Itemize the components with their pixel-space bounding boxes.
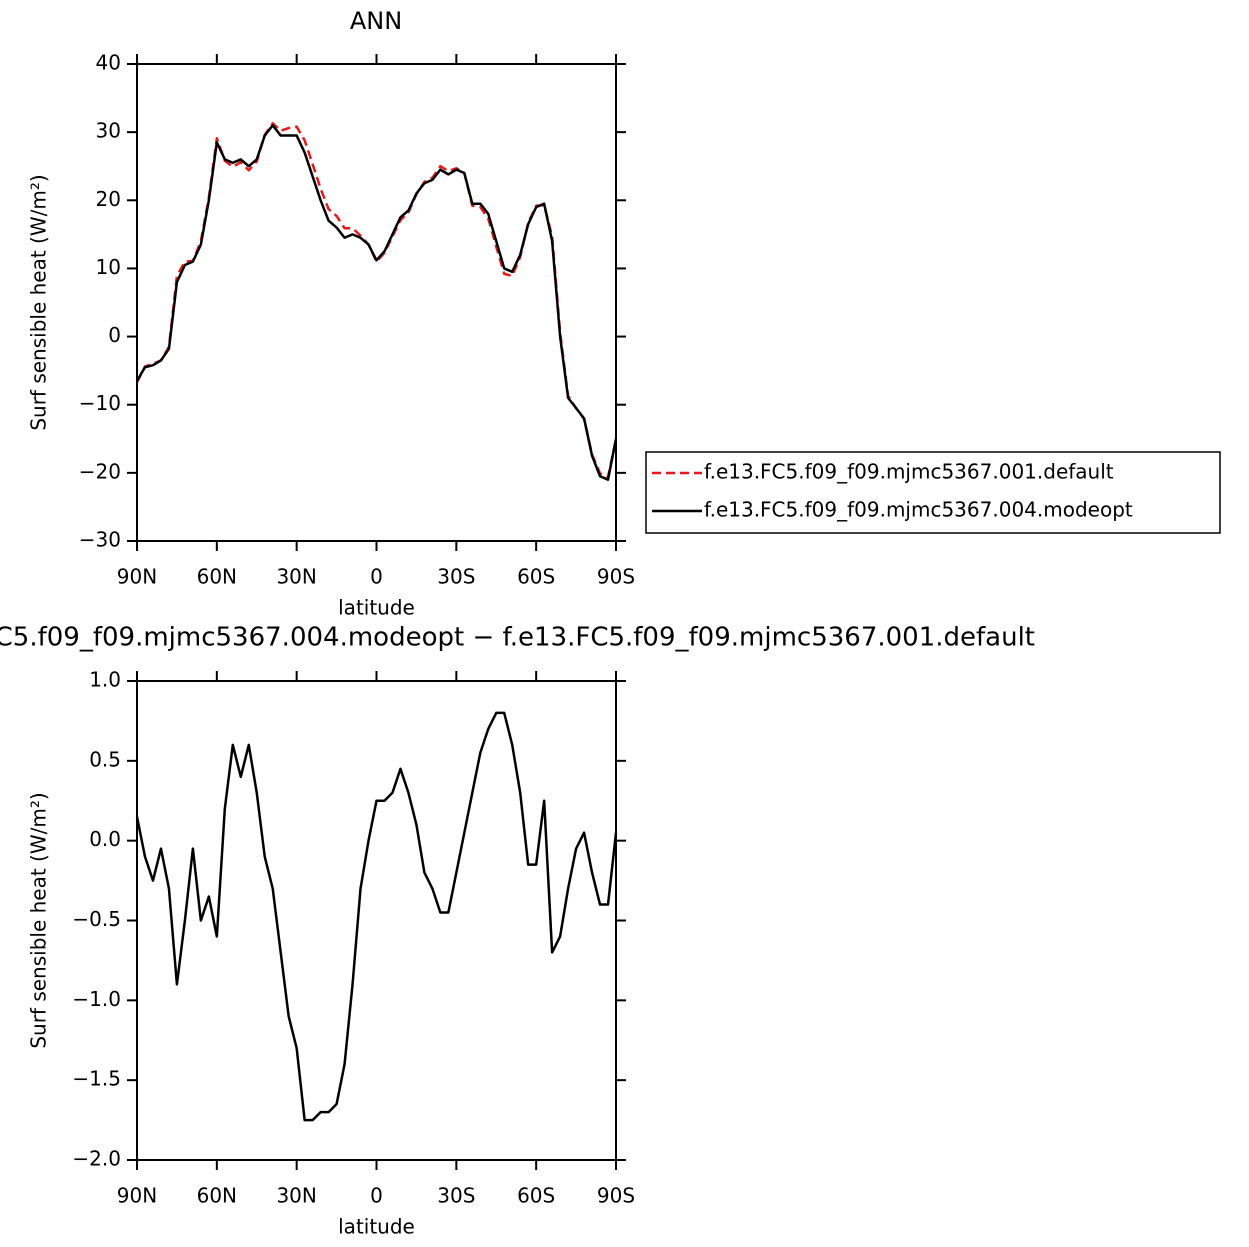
y-tick-label: −20: [79, 459, 121, 483]
y-tick-label: −30: [79, 528, 121, 552]
y-tick-label: 1.0: [89, 668, 121, 692]
y-tick-label: −0.5: [72, 907, 121, 931]
y-axis-label: Surf sensible heat (W/m²): [27, 792, 51, 1048]
y-axis-label: Surf sensible heat (W/m²): [27, 174, 51, 430]
y-tick-label: −1.0: [72, 987, 121, 1011]
x-tick-label: 30N: [276, 1184, 316, 1208]
x-tick-label: 90N: [117, 565, 157, 589]
y-tick-label: 30: [96, 119, 121, 143]
y-tick-label: 10: [96, 255, 121, 279]
x-tick-label: 30S: [437, 565, 475, 589]
y-tick-label: −2.0: [72, 1147, 121, 1171]
x-tick-label: 0: [370, 1184, 383, 1208]
chart-title: f.e13.FC5.f09_f09.mjmc5367.004.modeopt −…: [0, 623, 1035, 653]
x-axis-label: latitude: [338, 596, 415, 620]
legend-label: f.e13.FC5.f09_f09.mjmc5367.001.default: [704, 460, 1114, 484]
legend-box: [645, 451, 1221, 534]
x-axis-label: latitude: [338, 1215, 415, 1239]
x-tick-label: 90S: [597, 1184, 635, 1208]
data-line: [135, 711, 618, 1122]
y-tick-label: 0: [108, 323, 121, 347]
y-tick-label: −10: [79, 391, 121, 415]
y-tick-label: 40: [96, 51, 121, 75]
y-tick-label: 20: [96, 187, 121, 211]
x-tick-label: 60S: [517, 565, 555, 589]
x-tick-label: 60N: [197, 1184, 237, 1208]
chart-title: ANN: [350, 7, 402, 35]
x-tick-label: 30S: [437, 1184, 475, 1208]
plot-frame: [136, 63, 617, 542]
y-tick-label: −1.5: [72, 1067, 121, 1091]
data-line: [135, 124, 618, 481]
y-tick-label: 0.5: [89, 747, 121, 771]
y-tick-label: 0.0: [89, 827, 121, 851]
legend-label: f.e13.FC5.f09_f09.mjmc5367.004.modeopt: [704, 498, 1133, 522]
x-tick-label: 60N: [197, 565, 237, 589]
x-tick-label: 60S: [517, 1184, 555, 1208]
x-tick-label: 90S: [597, 565, 635, 589]
x-tick-label: 0: [370, 565, 383, 589]
plot-frame: [136, 680, 617, 1161]
x-tick-label: 90N: [117, 1184, 157, 1208]
data-line: [135, 122, 618, 479]
x-tick-label: 30N: [276, 565, 316, 589]
